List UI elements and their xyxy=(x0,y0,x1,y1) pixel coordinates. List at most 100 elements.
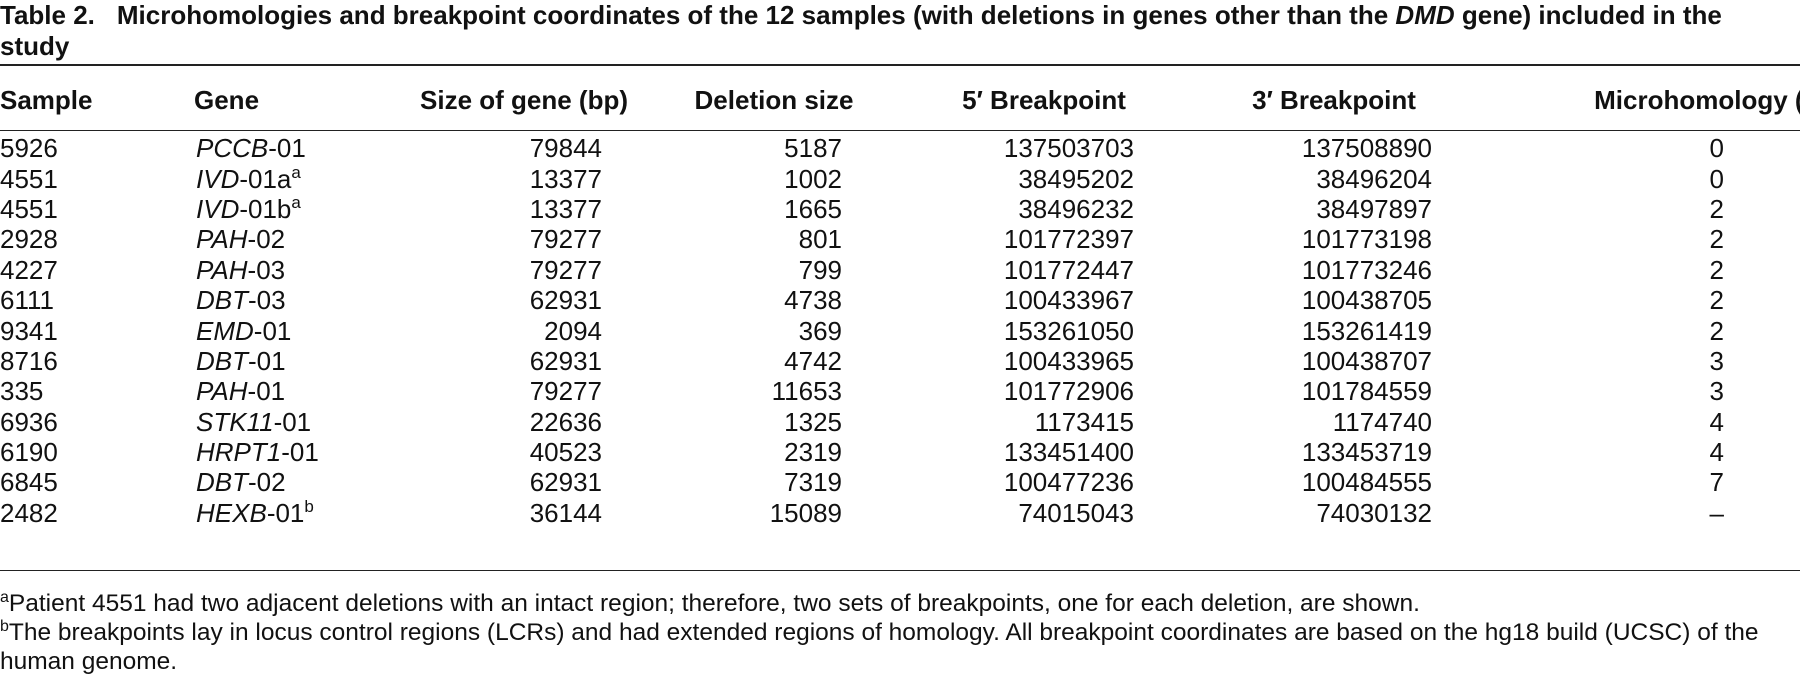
gene-suffix: -01 xyxy=(253,315,292,346)
gene-suffix: -01 xyxy=(248,345,286,376)
cell-microhomology: – xyxy=(1709,497,1724,528)
table-row: 2482 HEXB-01b 36144 15089 74015043 74030132 – xyxy=(0,498,1800,528)
cell-gene: PAH-01 xyxy=(150,376,394,406)
cell-5prime-breakpoint: 100477236 xyxy=(1003,467,1134,498)
gene-symbol: PAH xyxy=(196,224,248,255)
cell-5prime-breakpoint: 100433967 xyxy=(1003,285,1134,316)
cell-gene-size: 62931 xyxy=(529,467,602,498)
cell-microhomology: 7 xyxy=(1709,467,1724,498)
table-label: Table 2. xyxy=(0,0,95,30)
bottom-rule xyxy=(0,570,1800,571)
cell-deletion-size: 15089 xyxy=(769,497,842,528)
cell-deletion-size: 11653 xyxy=(771,376,842,407)
cell-microhomology: 2 xyxy=(1709,224,1724,255)
cell-gene: IVD-01aa xyxy=(150,162,394,194)
table-caption: Table 2. Microhomologies and breakpoint c… xyxy=(0,0,1796,62)
cell-microhomology: 3 xyxy=(1709,345,1724,376)
footnote-text: The breakpoints lay in locus control reg… xyxy=(0,619,1759,675)
cell-sample: 5926 xyxy=(0,133,58,164)
gene-suffix: -01 xyxy=(247,376,286,407)
cell-sample: 335 xyxy=(0,376,44,407)
cell-5prime-breakpoint: 101772447 xyxy=(1003,254,1134,285)
table-row: 6936 STK11-01 22636 1325 1173415 1174740 4 xyxy=(0,407,1800,437)
gene-symbol: STK11 xyxy=(196,406,274,437)
cell-gene: HEXB-01b xyxy=(150,498,394,528)
cell-gene-size: 40523 xyxy=(529,437,602,468)
cell-sample: 4551 xyxy=(0,193,58,224)
data-table: Sample Gene Size of gene (bp) Deletion s… xyxy=(0,81,1800,528)
table-body: 5926 PCCB-01 79844 5187 137503703 137508890 0 4… xyxy=(0,119,1800,528)
cell-gene-size: 13377 xyxy=(529,193,602,224)
cell-gene-size: 79277 xyxy=(529,224,602,255)
cell-3prime-breakpoint: 100484555 xyxy=(1301,467,1432,498)
table-row: 4227 PAH-03 79277 799 101772447 101773246 2 xyxy=(0,255,1800,285)
cell-3prime-breakpoint: 153261419 xyxy=(1301,315,1432,346)
cell-sample: 9341 xyxy=(0,315,58,346)
footnote-mark: a xyxy=(0,589,9,606)
cell-gene: PCCB-01 xyxy=(150,133,394,163)
cell-deletion-size: 4738 xyxy=(784,285,842,316)
footnote-mark: a xyxy=(291,162,301,182)
table-row: 6845 DBT-02 62931 7319 100477236 100484555 7 xyxy=(0,467,1800,497)
gene-symbol: HRPT1 xyxy=(196,437,282,468)
gene-symbol: IVD xyxy=(196,193,240,224)
cell-deletion-size: 7319 xyxy=(784,467,842,498)
table-row: 6190 HRPT1-01 40523 2319 133451400 133453719 4 xyxy=(0,437,1800,467)
cell-gene: PAH-03 xyxy=(150,255,394,285)
cell-sample: 6190 xyxy=(0,437,58,468)
cell-deletion-size: 4742 xyxy=(784,345,842,376)
gene-suffix: -01 xyxy=(268,133,306,164)
cell-microhomology: 2 xyxy=(1709,285,1724,316)
cell-sample: 2482 xyxy=(0,497,58,528)
cell-microhomology: 2 xyxy=(1709,315,1724,346)
gene-suffix: -01a xyxy=(239,163,292,194)
cell-3prime-breakpoint: 101773246 xyxy=(1301,254,1432,285)
col-header-sample: Sample xyxy=(0,84,93,115)
cell-microhomology: 3 xyxy=(1709,376,1724,407)
gene-suffix: -01b xyxy=(239,193,292,224)
gene-suffix: -01 xyxy=(266,497,305,528)
spacer-row xyxy=(0,119,1800,133)
table-row: 9341 EMD-01 2094 369 153261050 153261419 2 xyxy=(0,315,1800,346)
table-row: 6111 DBT-03 62931 4738 100433967 100438705 2 xyxy=(0,285,1800,315)
header-row: Sample Gene Size of gene (bp) Deletion s… xyxy=(0,81,1800,119)
cell-sample: 2928 xyxy=(0,224,58,255)
col-header-gene: Gene xyxy=(194,84,260,115)
footnote-a: aPatient 4551 had two adjacent deletions… xyxy=(0,589,1796,618)
header-rule xyxy=(0,130,1800,131)
cell-3prime-breakpoint: 101773198 xyxy=(1301,224,1432,255)
table-row: 5926 PCCB-01 79844 5187 137503703 137508890 0 xyxy=(0,133,1800,163)
table-row: 2928 PAH-02 79277 801 101772397 101773198 2 xyxy=(0,224,1800,254)
cell-microhomology: 0 xyxy=(1709,163,1724,194)
cell-gene-size: 79844 xyxy=(529,133,602,164)
gene-symbol: DBT xyxy=(196,285,248,316)
cell-deletion-size: 5187 xyxy=(784,133,842,164)
cell-gene: PAH-02 xyxy=(150,224,394,254)
cell-deletion-size: 369 xyxy=(798,315,842,346)
cell-5prime-breakpoint: 101772906 xyxy=(1003,376,1134,407)
gene-suffix: -02 xyxy=(247,224,286,255)
footnote-b: bThe breakpoints lay in locus control re… xyxy=(0,618,1796,676)
gene-symbol: PAH xyxy=(196,254,248,285)
top-rule xyxy=(0,64,1800,66)
cell-gene-size: 36144 xyxy=(529,497,602,528)
cell-3prime-breakpoint: 74030132 xyxy=(1316,497,1432,528)
cell-gene: IVD-01ba xyxy=(150,194,394,224)
cell-3prime-breakpoint: 100438707 xyxy=(1301,345,1432,376)
cell-5prime-breakpoint: 101772397 xyxy=(1003,224,1134,255)
cell-sample: 6845 xyxy=(0,467,58,498)
col-header-deletion-size: Deletion size xyxy=(694,84,854,115)
gene-symbol: DBT xyxy=(196,345,248,376)
cell-deletion-size: 1325 xyxy=(784,406,842,437)
cell-5prime-breakpoint: 137503703 xyxy=(1003,133,1134,164)
caption-text-italic: DMD xyxy=(1395,0,1455,30)
cell-gene-size: 79277 xyxy=(529,376,602,407)
cell-sample: 6936 xyxy=(0,406,58,437)
cell-microhomology: 2 xyxy=(1709,193,1724,224)
cell-5prime-breakpoint: 38495202 xyxy=(1018,163,1134,194)
cell-gene-size: 22636 xyxy=(529,406,602,437)
gene-suffix: -01 xyxy=(281,437,319,468)
gene-symbol: DBT xyxy=(196,467,248,498)
footnote-text: Patient 4551 had two adjacent deletions … xyxy=(8,590,1420,617)
